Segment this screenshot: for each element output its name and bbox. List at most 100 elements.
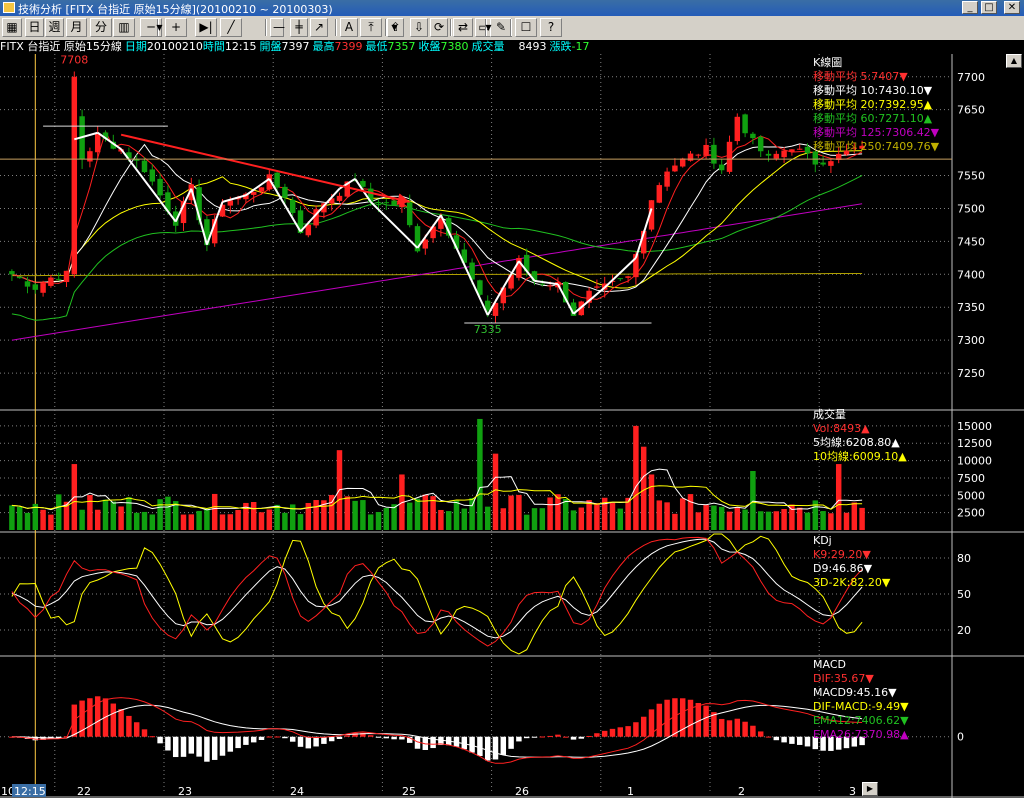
grid-icon[interactable]: ▦ [2, 18, 22, 37]
zoom-out-button[interactable]: ─ [140, 18, 162, 37]
volume-bar [484, 506, 491, 530]
volume-bar [227, 514, 234, 530]
settings-button[interactable]: ☐ [515, 18, 537, 37]
candle-body [835, 153, 842, 160]
refresh-button[interactable]: ⟳ [430, 18, 448, 37]
volume-bar [367, 514, 374, 530]
macd-histogram-bar [32, 736, 39, 741]
volume-ma5-line [11, 468, 863, 511]
price-tick-label: 7550 [957, 170, 985, 183]
volume-bar [149, 514, 156, 530]
macd-histogram-bar [773, 736, 780, 741]
period-minute-button[interactable]: 分 [90, 18, 112, 37]
trend-arrow [268, 178, 302, 233]
macd-histogram-bar [328, 736, 335, 742]
help-button[interactable]: ? [540, 18, 562, 37]
period-month-button[interactable]: 月 [66, 18, 87, 37]
volume-bar [664, 502, 670, 530]
date-label: 日期 [124, 40, 147, 53]
period-day-button[interactable]: 日 [25, 18, 44, 37]
volume-bar [469, 498, 475, 530]
volume-bar [79, 509, 85, 530]
zoom-in-button[interactable]: + [165, 18, 187, 37]
macd-tick-label: 0 [957, 731, 964, 744]
low-value: 7357 [387, 40, 416, 53]
volume-legend-item: Vol:8493▲ [813, 422, 870, 435]
volume-tick-label: 2500 [957, 507, 985, 520]
candle-body [243, 193, 249, 200]
macd-histogram-bar [305, 736, 312, 749]
downtrend-line [120, 133, 410, 205]
macd-histogram-bar [180, 736, 187, 757]
ma250-line [11, 273, 863, 277]
scroll-end-button[interactable]: ▶| [195, 18, 217, 37]
macd-histogram-bar [820, 736, 826, 751]
close-button[interactable]: ✕ [1004, 1, 1020, 14]
draw-fan-button[interactable]: ↗ [310, 18, 328, 37]
period-high-label: 7708 [60, 54, 88, 66]
candle-body [562, 281, 569, 303]
scroll-down-button[interactable]: ⇩ [410, 18, 428, 37]
dropdown-arrow-icon[interactable]: ▼ [156, 23, 163, 32]
macd-histogram-bar [531, 736, 538, 738]
volume-bar [328, 494, 335, 530]
volume-bar [609, 503, 616, 530]
candle-body [781, 150, 787, 158]
sync-button[interactable]: ⇄ [453, 18, 473, 37]
scroll-up-arrow-icon[interactable]: ▲ [1006, 54, 1022, 68]
maximize-button[interactable]: □ [981, 1, 997, 14]
trend-arrow [416, 214, 442, 249]
candle-body [812, 151, 819, 165]
volume-bar [211, 493, 218, 530]
candle-body [757, 136, 764, 152]
candle-body [32, 284, 39, 290]
draw-hline-button[interactable]: — [270, 18, 285, 37]
macd-histogram-bar [617, 727, 624, 737]
scroll-right-arrow-icon[interactable]: ▶ [862, 782, 878, 796]
tools-button[interactable]: ✎ [490, 18, 512, 37]
candle-body [258, 187, 265, 192]
volume-bar [258, 512, 265, 530]
period-week-button[interactable]: 週 [45, 18, 64, 37]
x-axis-label: 24 [290, 785, 304, 798]
macd-histogram-bar [625, 726, 631, 737]
kd-legend-item: D9:46.86▼ [813, 562, 873, 575]
trend-arrow [572, 286, 606, 315]
candle-body [531, 271, 538, 282]
close-label: 收盤 [418, 40, 441, 53]
dropdown-arrow-icon[interactable]: ▼ [391, 23, 398, 32]
volume-bar [726, 511, 733, 530]
minimize-button[interactable]: _ [962, 1, 978, 14]
volume-tick-label: 15000 [957, 420, 992, 433]
volume-bar [204, 508, 210, 530]
macd-histogram-bar [711, 712, 717, 737]
candle-body [180, 201, 187, 224]
candle-body [750, 133, 756, 139]
volume-bar [796, 507, 803, 530]
technical-chart[interactable]: 7708 7335 7700 7650 7550 7500 7450 7400 7350 7300… [0, 54, 1024, 798]
volume-bar [672, 513, 678, 530]
macd-histogram-bar [282, 736, 288, 739]
scroll-up-button[interactable]: ⇧ [387, 18, 404, 37]
candle-body [445, 218, 452, 236]
price-legend-item: 移動平均 250:7409.76▼ [813, 139, 940, 153]
macd-histogram-bar [211, 736, 218, 760]
macd-histogram-bar [578, 736, 585, 739]
zoom-x-button[interactable]: ▥ [113, 18, 135, 37]
volume-bar [235, 510, 241, 530]
candle-body [734, 116, 741, 142]
candle-body [360, 180, 366, 187]
trend-arrow [518, 260, 536, 282]
draw-text-button[interactable]: A [340, 18, 358, 37]
candle-body [282, 186, 288, 198]
draw-line-button[interactable]: ╱ [220, 18, 242, 37]
scroll-top-button[interactable]: ⤒ [360, 18, 382, 37]
macd-histogram-bar [414, 736, 421, 749]
draw-parallel-button[interactable]: ╪ [290, 18, 308, 37]
time-label: 時間 [202, 40, 225, 53]
dropdown-arrow-icon[interactable]: ▼ [485, 23, 492, 32]
volume-bar [360, 500, 366, 530]
macd-histogram-bar [484, 736, 491, 761]
macd-histogram-bar [672, 698, 678, 737]
volume-legend-item: 5均線:6208.80▲ [813, 435, 900, 449]
